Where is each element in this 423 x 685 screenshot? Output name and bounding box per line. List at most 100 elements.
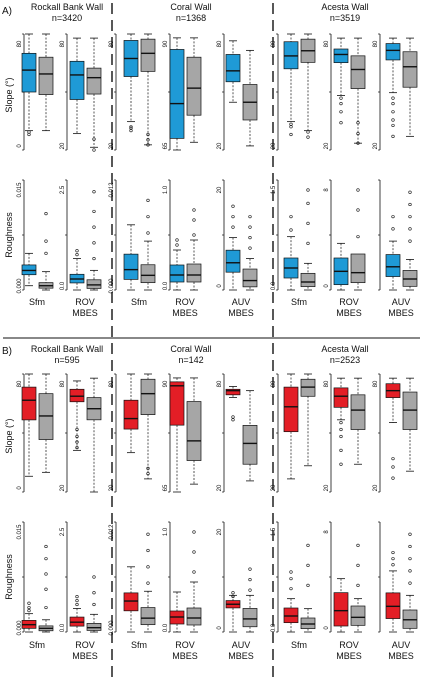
- site-title-a-coral: Coral Wall: [170, 2, 211, 12]
- subplot-row-b-roughness: 0.015 0.000 2.5 0.0 0.012 0.000 1.0 0.0 20 0 1.5 0.…: [17, 521, 418, 636]
- box-iqr: [21, 386, 37, 421]
- x-label: ROV: [175, 297, 195, 307]
- outlier-point: [339, 448, 343, 452]
- outlier-point: [44, 544, 48, 549]
- outlier-point: [391, 476, 395, 480]
- box-sfm-or-method: [385, 377, 401, 480]
- x-label: MBES: [72, 651, 98, 661]
- x-label: ROV: [339, 297, 359, 307]
- box-comparison: [38, 212, 54, 291]
- outlier-point: [391, 563, 395, 567]
- row-label-b-roughness: Roughness: [4, 554, 14, 600]
- site-n-a-coral: n=1368: [176, 13, 206, 23]
- outlier-point: [27, 132, 31, 137]
- box-iqr: [242, 608, 258, 628]
- panel-label-a: A): [2, 6, 12, 17]
- subplot-b-slope-5: 80 20: [271, 373, 316, 493]
- outlier-point: [289, 132, 293, 137]
- x-label: MBES: [336, 651, 362, 661]
- box-iqr: [225, 249, 241, 273]
- box-sfm-or-method: [123, 566, 139, 633]
- subplot-row-a-roughness: 0.015 0.000 2.5 0.0 0.012 0.000 1.0 0.0 20 0 1.5 0.…: [17, 179, 418, 294]
- y-tick-label: 20: [109, 142, 115, 149]
- outlier-point: [356, 188, 360, 192]
- outlier-point: [129, 125, 133, 129]
- y-tick-label: 1.0: [163, 527, 169, 536]
- outlier-point: [248, 215, 252, 219]
- y-tick-label: 80: [109, 40, 115, 47]
- box-comparison: [242, 390, 258, 482]
- y-tick-label: 20: [271, 484, 277, 491]
- subplot-a-slope-7: 80 20: [373, 33, 418, 151]
- y-tick-label: 20: [217, 142, 223, 149]
- box-iqr: [350, 253, 366, 284]
- box-comparison: [186, 37, 202, 143]
- box-iqr: [333, 48, 349, 64]
- y-tick-label: 0: [217, 626, 223, 630]
- box-sfm-or-method: [169, 591, 185, 633]
- y-tick-label: 80: [324, 380, 330, 387]
- outlier-point: [129, 126, 133, 130]
- outlier-point: [27, 609, 31, 613]
- site-n-b-coral: n=142: [178, 355, 203, 365]
- outlier-point: [92, 209, 96, 214]
- subplot-a-roughness-5: 1.5 0.0: [271, 179, 316, 291]
- y-tick-label: 20: [217, 484, 223, 491]
- outlier-point: [356, 121, 360, 125]
- outlier-point: [75, 434, 79, 439]
- box-comparison: [140, 198, 156, 291]
- outlier-point: [391, 96, 395, 100]
- outlier-point: [339, 110, 343, 114]
- subplot-b-roughness-5: 1.5 0.0: [271, 521, 316, 633]
- outlier-point: [231, 594, 235, 598]
- outlier-point: [289, 125, 293, 129]
- y-tick-label: 80: [271, 380, 277, 387]
- x-label: MBES: [388, 308, 414, 318]
- box-comparison: [86, 575, 102, 633]
- site-n-b-rockall: n=595: [54, 355, 79, 365]
- outlier-point: [146, 198, 150, 202]
- outlier-point: [92, 575, 96, 579]
- outlier-point: [289, 122, 293, 126]
- subplot-a-roughness-1: 2.5 0.0: [60, 179, 102, 291]
- box-sfm-or-method: [385, 550, 401, 633]
- box-comparison: [242, 49, 258, 147]
- site-title-b-coral: Coral Wall: [170, 344, 211, 354]
- outlier-point: [175, 243, 179, 247]
- box-iqr: [225, 54, 241, 83]
- outlier-point: [75, 445, 79, 450]
- x-label: MBES: [388, 651, 414, 661]
- subplot-a-slope-0: 80 0: [17, 33, 54, 151]
- box-iqr: [21, 52, 37, 93]
- outlier-point: [231, 591, 235, 595]
- outlier-point: [306, 241, 310, 245]
- box-iqr: [169, 49, 185, 139]
- box-sfm-or-method: [283, 215, 299, 291]
- outlier-point: [44, 251, 48, 255]
- outlier-point: [339, 434, 343, 439]
- outlier-point: [192, 570, 196, 574]
- subplot-b-roughness-1: 2.5 0.0: [60, 521, 102, 633]
- box-sfm-or-method: [169, 377, 185, 493]
- outlier-point: [339, 420, 343, 425]
- y-tick-label: 2.5: [60, 185, 66, 194]
- box-iqr: [186, 401, 202, 461]
- box-comparison: [402, 377, 418, 472]
- y-tick-label: 0.0: [60, 623, 66, 632]
- box-sfm-or-method: [21, 601, 37, 633]
- y-tick-label: 20: [324, 142, 330, 149]
- outlier-point: [146, 532, 150, 536]
- outlier-point: [231, 225, 235, 229]
- outlier-point: [306, 188, 310, 192]
- outlier-point: [231, 215, 235, 219]
- y-tick-label: 20: [109, 484, 115, 491]
- outlier-point: [408, 581, 412, 585]
- outlier-point: [391, 134, 395, 138]
- subplot-a-slope-4: 80 20: [217, 33, 258, 151]
- y-tick-label: 80: [217, 380, 223, 387]
- outlier-point: [129, 129, 133, 133]
- subplot-a-roughness-4: 20 0: [217, 179, 258, 291]
- outlier-point: [92, 137, 96, 141]
- subplot-a-slope-6: 80 20: [324, 33, 366, 151]
- outlier-point: [248, 225, 252, 229]
